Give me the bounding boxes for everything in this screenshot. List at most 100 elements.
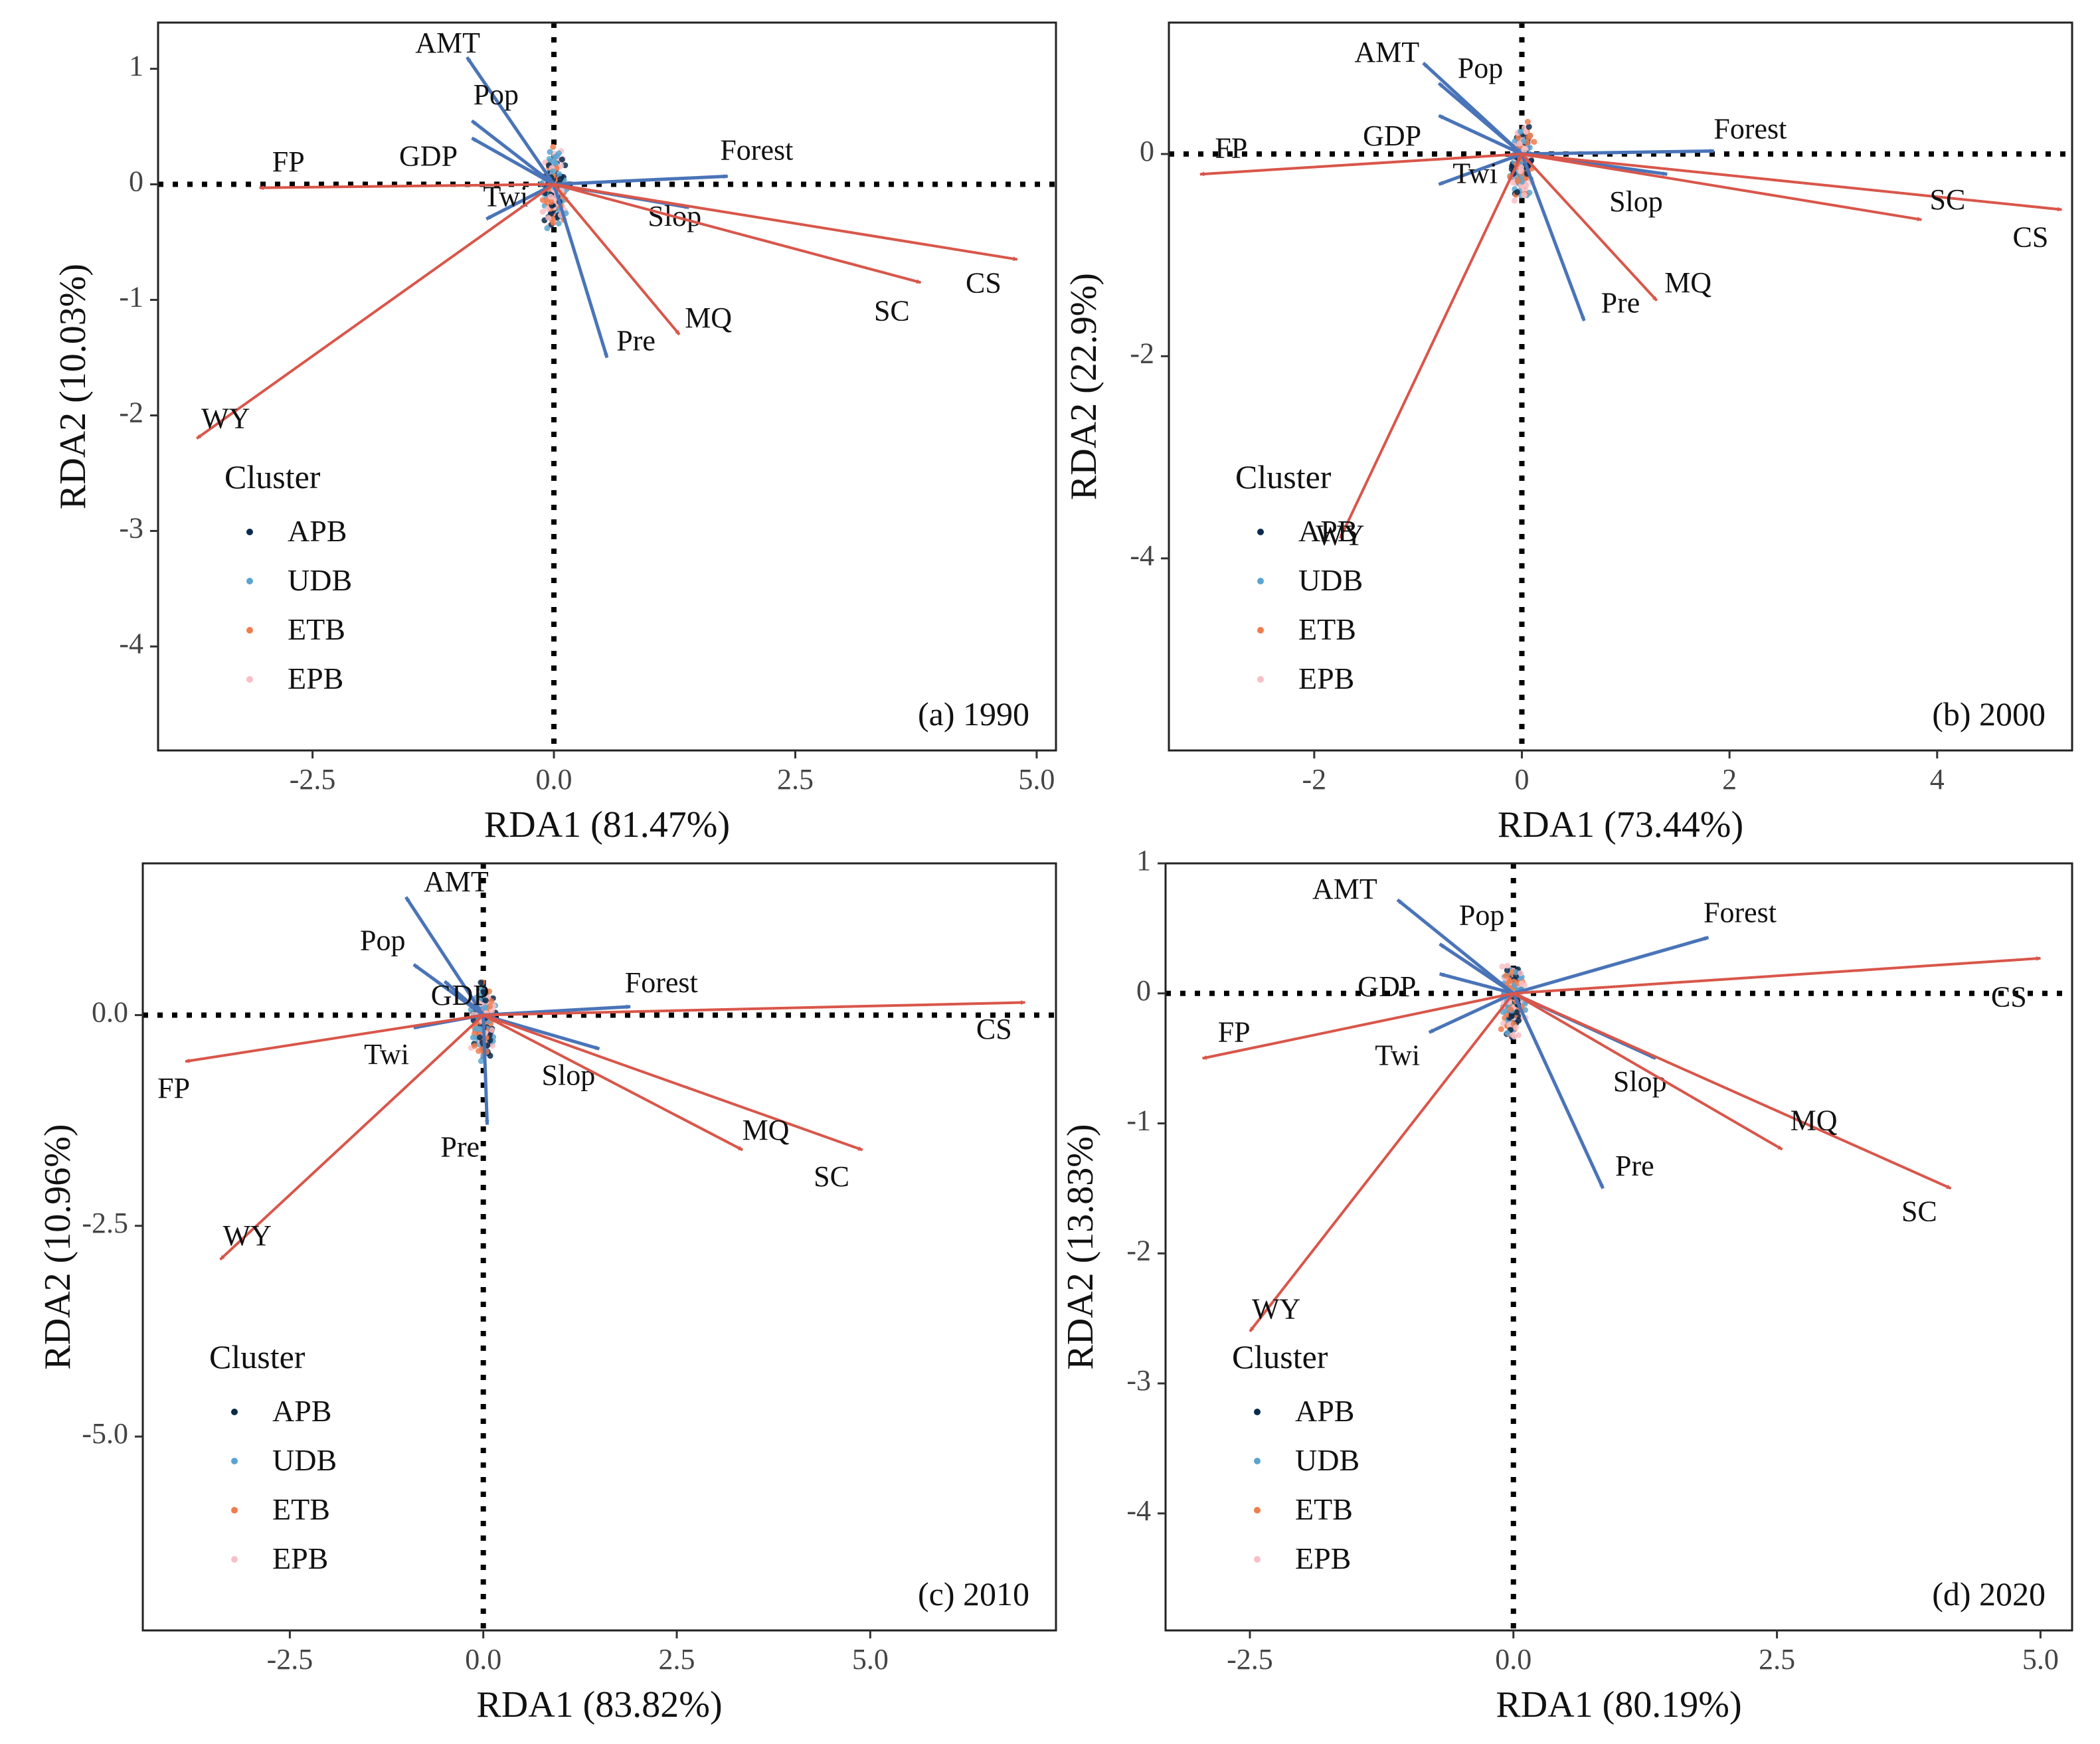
sample-point	[476, 1034, 483, 1041]
plot-frame	[141, 862, 1057, 1632]
plot-frame	[1168, 21, 2073, 752]
legend-label-epb: EPB	[1298, 661, 1354, 695]
vector-gdp	[1439, 972, 1514, 996]
sample-point	[1506, 978, 1513, 984]
y-tick-label: -1	[1126, 1104, 1151, 1137]
sample-point	[1526, 124, 1532, 130]
sample-point	[482, 998, 489, 1004]
y-tick-label: 0.0	[92, 996, 128, 1029]
vector-cs	[483, 1000, 1026, 1017]
vector-label-gdp: GDP	[431, 979, 489, 1011]
x-tick-label: 5.0	[2022, 1643, 2059, 1676]
sample-point	[478, 979, 484, 986]
vector-label-slop: Slop	[1613, 1065, 1667, 1098]
vector-label-pre: Pre	[440, 1131, 480, 1164]
sample-point	[553, 165, 560, 171]
vector-fp	[1201, 992, 1514, 1060]
sample-point	[1507, 1006, 1514, 1013]
sample-point	[1508, 1013, 1515, 1019]
vector-label-mq: MQ	[1791, 1104, 1838, 1137]
vector-label-slop: Slop	[1609, 185, 1663, 218]
vector-label-wy: WY	[201, 402, 250, 434]
x-tick-label: 2.5	[777, 763, 814, 796]
legend-key-udb	[1257, 578, 1264, 584]
sample-point	[489, 1027, 495, 1033]
sample-point	[552, 159, 559, 166]
vector-twi	[485, 183, 555, 220]
vector-label-fp: FP	[1215, 131, 1247, 164]
cluster-legend: Cluster APB UDB ETB EPB	[1235, 458, 1363, 695]
panel-3: AMT Pop GDP Twi Forest Slop Pre FP WY CS SC MQ -2.5 0…	[37, 862, 1057, 1725]
sample-point	[548, 199, 555, 205]
sample-point	[1523, 182, 1530, 189]
vector-label-forest: Forest	[625, 966, 698, 999]
y-tick-label: 0	[129, 165, 143, 198]
sample-point	[1522, 129, 1529, 135]
legend-key-epb	[1254, 1556, 1261, 1563]
sample-point	[555, 220, 562, 226]
legend-key-etb	[231, 1507, 238, 1514]
vector-label-pre: Pre	[1615, 1150, 1654, 1182]
vector-sc	[553, 183, 922, 284]
vector-twi	[1438, 152, 1523, 186]
legend-label-apb: APB	[1295, 1394, 1354, 1428]
legend-label-udb: UDB	[272, 1443, 337, 1477]
sample-point	[486, 1003, 493, 1010]
vector-label-mq: MQ	[685, 302, 732, 334]
sample-point	[476, 992, 482, 999]
legend-label-udb: UDB	[1295, 1443, 1359, 1477]
sample-point	[1504, 1029, 1511, 1036]
y-tick-label: 1	[1136, 844, 1151, 877]
legend-label-etb: ETB	[1295, 1492, 1353, 1526]
vector-mq	[482, 1013, 743, 1152]
panel-4: AMT Pop GDP Twi Forest Slop Pre FP WY CS SC MQ -2.5 0…	[1060, 844, 2073, 1725]
sample-point	[1513, 969, 1520, 976]
vector-wy	[1249, 992, 1515, 1332]
vector-mq	[553, 183, 681, 335]
y-tick-label: 0	[1136, 974, 1151, 1007]
sample-point	[482, 1004, 489, 1011]
y-tick-label: -3	[119, 512, 143, 545]
vector-pre	[1512, 992, 1605, 1189]
x-axis-label: RDA1 (81.47%)	[484, 804, 730, 845]
x-axis-label: RDA1 (80.19%)	[1496, 1684, 1741, 1725]
vector-label-wy: WY	[1252, 1292, 1300, 1325]
vector-label-forest: Forest	[1713, 112, 1787, 145]
vector-pop	[1437, 82, 1524, 155]
sample-point	[550, 143, 557, 150]
vector-label-wy: WY	[1316, 519, 1364, 551]
vector-label-gdp: GDP	[1363, 120, 1421, 152]
vector-label-cs: CS	[1991, 981, 2027, 1013]
vector-label-sc: SC	[874, 294, 910, 327]
vector-label-twi: Twi	[1375, 1039, 1420, 1072]
sample-point	[470, 1034, 476, 1041]
legend-key-udb	[1254, 1458, 1261, 1464]
sample-point	[1527, 132, 1533, 139]
vector-cs	[553, 183, 1018, 262]
y-tick-label: -4	[119, 628, 143, 660]
panel-2: AMT Pop GDP Twi Forest Slop Pre FP WY CS SC MQ -2 0 2 4…	[1063, 21, 2073, 845]
vector-wy	[219, 1013, 485, 1261]
sample-point	[1518, 128, 1524, 135]
y-axis-label: RDA2 (10.96%)	[37, 1124, 78, 1369]
vector-label-cs: CS	[976, 1013, 1012, 1045]
plot-frame	[157, 21, 1057, 752]
sample-point	[1499, 963, 1506, 970]
sample-point	[551, 155, 558, 161]
cluster-legend: Cluster APB UDB ETB EPB	[209, 1338, 337, 1575]
vector-label-pop: Pop	[1459, 899, 1504, 931]
y-tick-label: -1	[119, 281, 143, 313]
legend-label-epb: EPB	[272, 1541, 328, 1575]
y-tick-label: -2	[1126, 1234, 1151, 1266]
x-tick-label: 0.0	[1495, 1643, 1531, 1676]
legend-key-apb	[231, 1409, 238, 1415]
vector-cs	[1513, 956, 2042, 995]
panel-label: (a) 1990	[918, 695, 1029, 733]
sample-point	[1504, 967, 1510, 974]
vector-gdp	[1438, 114, 1523, 156]
sample-point	[550, 219, 557, 226]
vector-label-mq: MQ	[743, 1114, 790, 1146]
vector-pop	[470, 119, 555, 186]
y-tick-label: -4	[1130, 539, 1154, 572]
legend-label-etb: ETB	[1298, 612, 1356, 646]
